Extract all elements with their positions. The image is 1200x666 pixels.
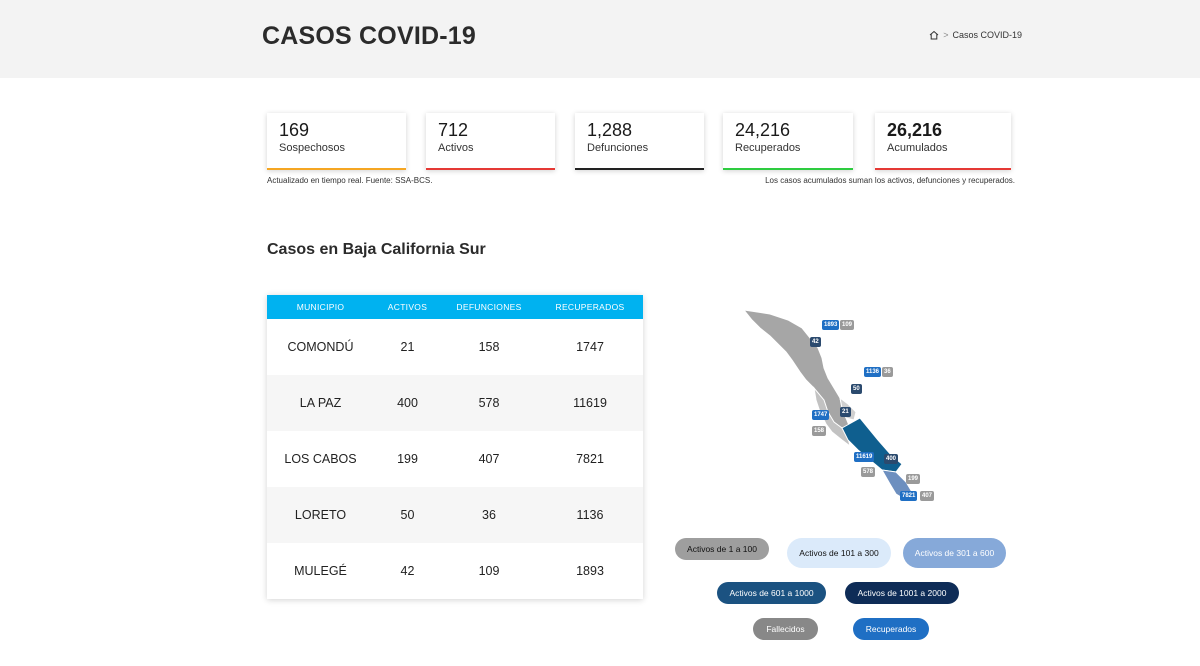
section-title: Casos en Baja California Sur <box>267 241 486 258</box>
municipio-cell: MULEGÉ <box>294 564 347 578</box>
card-defunciones: 1,288 Defunciones <box>575 113 704 170</box>
home-icon[interactable] <box>929 30 939 40</box>
card-label: Defunciones <box>587 142 649 154</box>
card-accent-bar <box>723 168 853 170</box>
card-value: 712 <box>438 120 469 140</box>
table-row: MULEGÉ 42 109 1893 <box>267 543 643 599</box>
loscabos-recovered-badge: 7821 <box>900 491 918 501</box>
card-accent-bar <box>575 168 704 170</box>
legend-active-301-600: Activos de 301 a 600 <box>903 538 1006 568</box>
loreto-active-badge: 50 <box>851 384 862 394</box>
recuperados-cell: 11619 <box>573 396 607 410</box>
activos-cell: 400 <box>397 396 418 410</box>
municipio-cell: LOS CABOS <box>284 452 357 466</box>
column-header: MUNICIPIO <box>296 302 345 312</box>
card-value: 24,216 <box>735 120 791 140</box>
recuperados-cell: 1747 <box>576 340 604 354</box>
page-title: CASOS COVID-19 <box>262 22 476 50</box>
update-note: Actualizado en tiempo real. Fuente: SSA-… <box>267 176 433 185</box>
accumulated-note: Los casos acumulados suman los activos, … <box>765 176 1015 185</box>
table-row: LOS CABOS 199 407 7821 <box>267 431 643 487</box>
activos-cell: 21 <box>400 340 415 354</box>
loscabos-deaths-badge: 407 <box>920 491 935 501</box>
table-row: LORETO 50 36 1136 <box>267 487 643 543</box>
loscabos-active-badge: 199 <box>906 474 921 484</box>
recuperados-cell: 1136 <box>576 508 604 522</box>
legend-active-601-1000: Activos de 601 a 1000 <box>717 582 826 604</box>
comondu-deaths-badge: 158 <box>812 426 827 436</box>
defunciones-cell: 158 <box>478 340 500 354</box>
breadcrumb-current: Casos COVID-19 <box>952 30 1022 40</box>
legend-active-1001-2000: Activos de 1001 a 2000 <box>845 582 959 604</box>
card-label: Acumulados <box>887 142 948 154</box>
breadcrumb-separator: > <box>943 30 949 40</box>
recuperados-cell: 7821 <box>576 452 604 466</box>
municipio-cell: COMONDÚ <box>287 340 354 354</box>
card-value: 26,216 <box>887 120 943 140</box>
card-label: Activos <box>438 142 474 154</box>
card-value: 169 <box>279 120 310 140</box>
card-label: Recuperados <box>735 142 801 154</box>
card-acumulados: 26,216 Acumulados <box>875 113 1011 170</box>
card-label: Sospechosos <box>279 142 346 154</box>
breadcrumb: > Casos COVID-19 <box>929 30 1022 40</box>
card-activos: 712 Activos <box>426 113 555 170</box>
page-header: CASOS COVID-19 > Casos COVID-19 <box>0 0 1200 78</box>
mulege-recovered-badge: 1893 <box>822 320 840 330</box>
mulege-active-badge: 42 <box>810 337 821 347</box>
loreto-deaths-badge: 36 <box>882 367 893 377</box>
defunciones-cell: 36 <box>482 508 496 522</box>
legend-active-101-300: Activos de 101 a 300 <box>787 538 891 568</box>
defunciones-cell: 407 <box>478 452 500 466</box>
card-recuperados: 24,216 Recuperados <box>723 113 853 170</box>
comondu-recovered-badge: 1747 <box>812 410 830 420</box>
comondu-active-badge: 21 <box>840 407 851 417</box>
cases-table: MUNICIPIO ACTIVOS DEFUNCIONES RECUPERADO… <box>267 295 643 599</box>
card-value: 1,288 <box>587 120 633 140</box>
defunciones-cell: 578 <box>478 396 500 410</box>
legend-recovered: Recuperados <box>853 618 929 640</box>
activos-cell: 42 <box>400 564 415 578</box>
lapaz-active-badge: 400 <box>884 454 899 464</box>
activos-cell: 199 <box>397 452 418 466</box>
legend-deaths: Fallecidos <box>753 618 818 640</box>
mulege-deaths-badge: 109 <box>840 320 855 330</box>
legend-active-1-100: Activos de 1 a 100 <box>675 538 769 560</box>
table-row: LA PAZ 400 578 11619 <box>267 375 643 431</box>
table-header: MUNICIPIO ACTIVOS DEFUNCIONES RECUPERADO… <box>267 295 643 319</box>
lapaz-recovered-badge: 11619 <box>854 452 875 462</box>
recuperados-cell: 1893 <box>576 564 604 578</box>
column-header: RECUPERADOS <box>555 302 625 312</box>
bcs-map: 1893 109 42 1136 36 50 1747 21 158 11619… <box>730 300 950 515</box>
defunciones-cell: 109 <box>478 564 500 578</box>
municipio-cell: LA PAZ <box>299 396 342 410</box>
column-header: ACTIVOS <box>387 302 428 312</box>
column-header: DEFUNCIONES <box>456 302 522 312</box>
lapaz-deaths-badge: 578 <box>861 467 876 477</box>
activos-cell: 50 <box>400 508 415 522</box>
table-row: COMONDÚ 21 158 1747 <box>267 319 643 375</box>
card-accent-bar <box>426 168 555 170</box>
card-accent-bar <box>267 168 406 170</box>
card-accent-bar <box>875 168 1011 170</box>
card-sospechosos: 169 Sospechosos <box>267 113 406 170</box>
municipio-cell: LORETO <box>294 508 347 522</box>
loreto-recovered-badge: 1136 <box>864 367 882 377</box>
